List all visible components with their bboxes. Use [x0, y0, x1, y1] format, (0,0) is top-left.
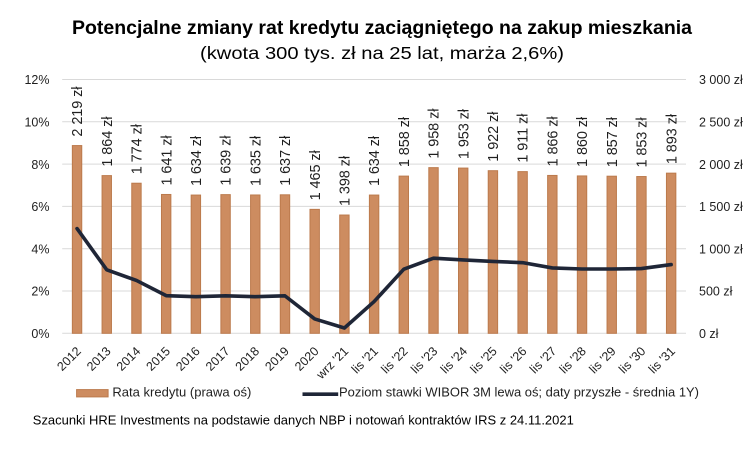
- svg-text:Szacunki HRE Investments na po: Szacunki HRE Investments na podstawie da…: [33, 413, 574, 428]
- svg-text:0%: 0%: [31, 327, 49, 341]
- svg-text:1 893 zł: 1 893 zł: [664, 113, 680, 164]
- svg-text:1 860 zł: 1 860 zł: [575, 116, 591, 167]
- svg-text:1 500 zł: 1 500 zł: [699, 200, 743, 214]
- svg-text:2 000 zł: 2 000 zł: [699, 158, 743, 172]
- svg-text:1 774 zł: 1 774 zł: [130, 123, 146, 174]
- svg-text:1 398 zł: 1 398 zł: [338, 155, 354, 206]
- svg-text:1 639 zł: 1 639 zł: [219, 135, 235, 186]
- svg-text:4%: 4%: [31, 242, 49, 256]
- svg-text:1 634 zł: 1 634 zł: [189, 135, 205, 186]
- svg-text:0 zł: 0 zł: [699, 327, 719, 341]
- svg-text:2%: 2%: [31, 285, 49, 299]
- svg-text:1 634 zł: 1 634 zł: [367, 135, 383, 186]
- svg-text:8%: 8%: [31, 158, 49, 172]
- svg-text:1 637 zł: 1 637 zł: [278, 135, 294, 186]
- svg-text:6%: 6%: [31, 200, 49, 214]
- svg-text:3 000 zł: 3 000 zł: [699, 73, 743, 87]
- svg-text:(kwota 300 tys. zł na 25 lat,: (kwota 300 tys. zł na 25 lat, marża 2,6%…: [200, 43, 564, 63]
- svg-text:1 922 zł: 1 922 zł: [486, 111, 502, 162]
- svg-text:1 911 zł: 1 911 zł: [516, 113, 532, 163]
- svg-text:1 641 zł: 1 641 zł: [159, 135, 175, 186]
- svg-text:2 219 zł: 2 219 zł: [70, 86, 86, 137]
- svg-text:500 zł: 500 zł: [699, 285, 733, 299]
- svg-text:Rata kredytu (prawa oś): Rata kredytu (prawa oś): [112, 386, 251, 400]
- svg-text:12%: 12%: [24, 73, 49, 87]
- svg-text:1 635 zł: 1 635 zł: [248, 135, 264, 186]
- svg-text:1 465 zł: 1 465 zł: [308, 149, 324, 200]
- svg-text:1 858 zł: 1 858 zł: [397, 116, 413, 167]
- svg-text:1 000 zł: 1 000 zł: [699, 242, 743, 256]
- svg-text:1 953 zł: 1 953 zł: [456, 108, 472, 159]
- svg-text:1 866 zł: 1 866 zł: [545, 116, 561, 167]
- svg-text:Poziom stawki WIBOR 3M lewa oś: Poziom stawki WIBOR 3M lewa oś; daty prz…: [339, 386, 699, 400]
- svg-text:1 853 zł: 1 853 zł: [635, 117, 651, 168]
- svg-text:1 857 zł: 1 857 zł: [605, 116, 621, 167]
- svg-text:1 864 zł: 1 864 zł: [100, 116, 116, 167]
- svg-text:10%: 10%: [24, 116, 49, 130]
- svg-text:2 500 zł: 2 500 zł: [699, 116, 743, 130]
- svg-text:1 958 zł: 1 958 zł: [427, 108, 443, 159]
- svg-text:Potencjalne zmiany rat kredytu: Potencjalne zmiany rat kredytu zaciągnię…: [72, 18, 692, 39]
